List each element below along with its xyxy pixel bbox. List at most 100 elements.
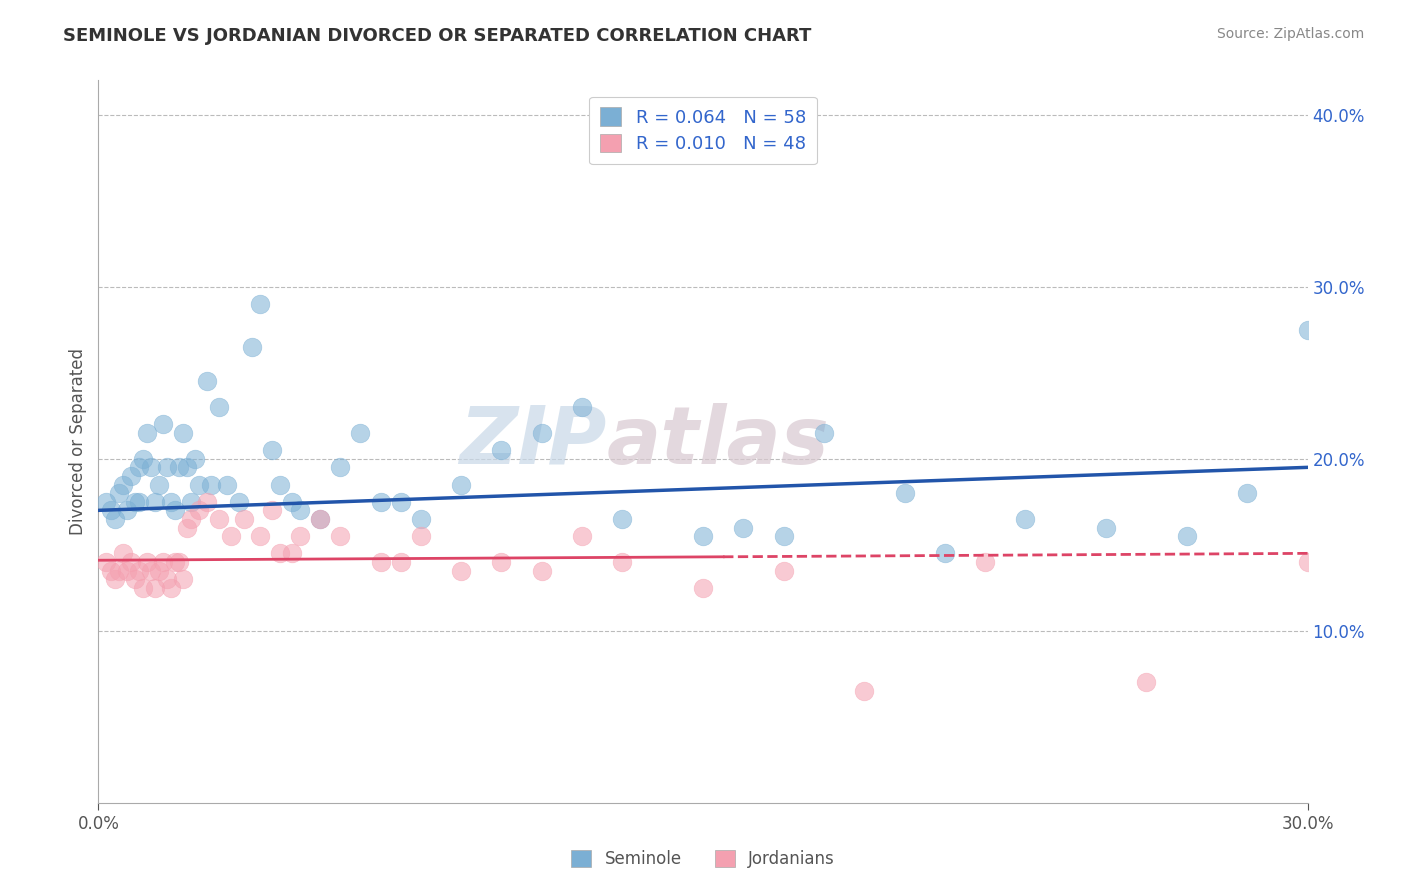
Point [240,340,263,354]
Point [612,555,634,569]
Point [120,469,142,483]
Point [111,546,134,560]
Point [772,529,794,543]
Point [1014,512,1036,526]
Point [139,564,162,578]
Text: Source: ZipAtlas.com: Source: ZipAtlas.com [1216,27,1364,41]
Point [135,555,157,569]
Point [228,494,250,508]
Point [1095,520,1118,534]
Point [100,564,122,578]
Point [1175,529,1198,543]
Point [389,555,412,569]
Point [167,555,190,569]
Point [260,443,283,458]
Point [176,460,198,475]
Point [172,425,194,440]
Point [143,494,166,508]
Point [107,486,129,500]
Point [180,494,202,508]
Point [329,460,352,475]
Point [309,512,332,526]
Point [733,520,755,534]
Point [135,425,157,440]
Point [612,512,634,526]
Point [491,443,513,458]
Point [450,564,472,578]
Point [1236,486,1258,500]
Point [152,555,174,569]
Point [195,494,218,508]
Point [1296,555,1319,569]
Point [217,477,239,491]
Legend: Seminole, Jordanians: Seminole, Jordanians [564,843,842,875]
Point [107,564,129,578]
Point [103,572,125,586]
Point [450,477,472,491]
Point [288,503,311,517]
Y-axis label: Divorced or Separated: Divorced or Separated [69,348,87,535]
Point [152,417,174,432]
Point [200,477,222,491]
Point [120,555,142,569]
Point [188,503,211,517]
Point [409,512,432,526]
Point [195,375,218,389]
Point [349,425,371,440]
Point [772,564,794,578]
Point [571,529,593,543]
Point [148,477,170,491]
Point [128,564,150,578]
Point [132,581,155,595]
Point [167,460,190,475]
Point [115,503,138,517]
Point [100,503,122,517]
Point [288,529,311,543]
Point [176,520,198,534]
Point [249,529,271,543]
Point [208,512,231,526]
Point [409,529,432,543]
Point [1296,323,1319,337]
Point [813,425,835,440]
Point [124,494,146,508]
Point [128,494,150,508]
Point [139,460,162,475]
Point [370,555,392,569]
Point [160,581,183,595]
Point [163,555,186,569]
Point [156,460,179,475]
Text: SEMINOLE VS JORDANIAN DIVORCED OR SEPARATED CORRELATION CHART: SEMINOLE VS JORDANIAN DIVORCED OR SEPARA… [63,27,811,45]
Point [184,451,207,466]
Point [172,572,194,586]
Text: ZIP: ZIP [458,402,606,481]
Point [692,581,714,595]
Text: atlas: atlas [606,402,830,481]
Point [269,477,291,491]
Point [269,546,291,560]
Point [893,486,915,500]
Point [309,512,332,526]
Point [232,512,254,526]
Point [692,529,714,543]
Point [96,555,118,569]
Point [281,494,304,508]
Point [132,451,155,466]
Point [156,572,179,586]
Point [249,297,271,311]
Point [115,564,138,578]
Point [281,546,304,560]
Point [853,684,876,698]
Point [491,555,513,569]
Point [96,494,118,508]
Point [128,460,150,475]
Point [124,572,146,586]
Point [934,546,956,560]
Point [571,400,593,414]
Point [260,503,283,517]
Point [329,529,352,543]
Point [389,494,412,508]
Point [160,494,183,508]
Point [111,477,134,491]
Point [530,425,553,440]
